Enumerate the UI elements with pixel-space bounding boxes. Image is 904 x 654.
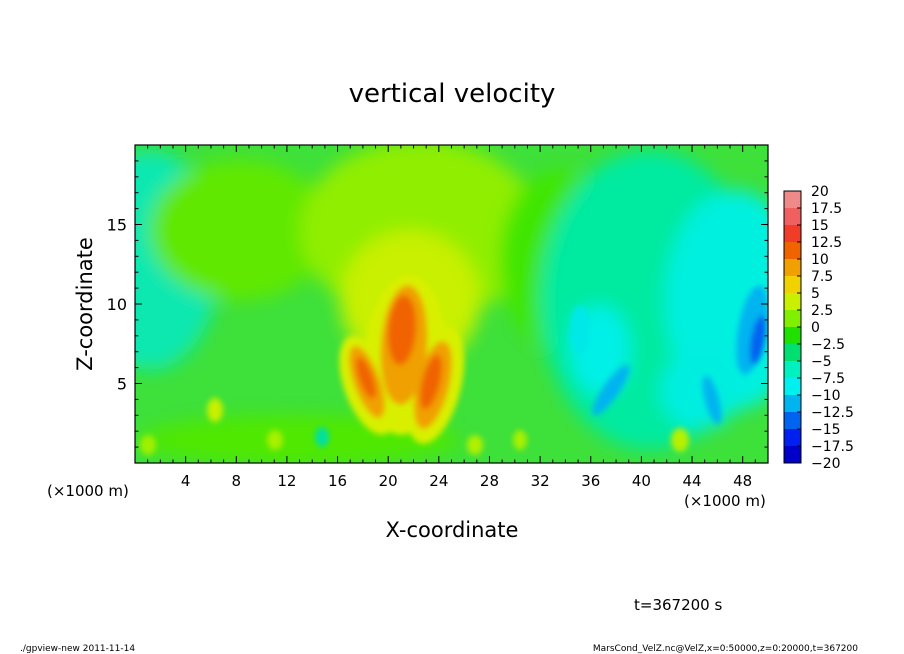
x-unit-right: (×1000 m) [684, 492, 766, 510]
colorbar-swatch [784, 412, 801, 430]
colorbar-label: 15 [811, 218, 829, 234]
colorbar-swatch [784, 344, 801, 362]
x-tick-label: 32 [531, 472, 550, 490]
colorbar-label: 10 [811, 252, 829, 268]
downdraft [592, 365, 630, 415]
colorbar-swatch [784, 276, 801, 294]
x-tick-label: 48 [733, 472, 752, 490]
plume-core [356, 357, 376, 399]
colorbar-label: −12.5 [811, 405, 854, 421]
colorbar-label: 12.5 [811, 235, 842, 251]
downdraft [702, 375, 722, 425]
colorbar-label: −20 [811, 456, 841, 472]
colorbar-swatch [784, 259, 801, 277]
y-tick-label: 5 [117, 375, 127, 394]
x-axis-label: X-coordinate [386, 518, 519, 542]
x-tick-label: 12 [277, 472, 296, 490]
colorbar-swatch [784, 191, 801, 209]
x-tick-label: 44 [682, 472, 701, 490]
footer-left: ./gpview-new 2011-11-14 [20, 644, 135, 654]
colorbar-swatch [784, 378, 801, 396]
colorbar-label: 2.5 [811, 303, 833, 319]
colorbar-swatch [784, 361, 801, 379]
colorbar-label: −2.5 [811, 337, 845, 353]
colorbar-swatch [784, 208, 801, 226]
colorbar-swatch [784, 395, 801, 413]
downdraft [570, 305, 590, 355]
colorbar-swatch [784, 429, 801, 447]
colorbar-label: 0 [811, 320, 820, 336]
surface-cell [467, 435, 483, 455]
x-tick-label: 16 [328, 472, 347, 490]
x-unit-left: (×1000 m) [47, 482, 129, 500]
plume-core [419, 354, 443, 410]
y-tick-label: 10 [107, 295, 127, 314]
surface-cell [671, 428, 689, 452]
colorbar-label: 17.5 [811, 201, 842, 217]
colorbar: 2017.51512.5107.552.50−2.5−5−7.5−10−12.5… [783, 184, 854, 472]
y-axis-label: Z-coordinate [73, 237, 97, 371]
y-axis: 5 10 15 [107, 160, 768, 448]
x-axis: 4 8 12 16 20 24 28 32 36 40 44 48 [147, 145, 756, 490]
colorbar-swatch [784, 225, 801, 243]
x-tick-label: 8 [232, 472, 242, 490]
chart-title: vertical velocity [349, 79, 556, 109]
x-tick-label: 4 [181, 472, 191, 490]
field-shade [150, 160, 330, 300]
colorbar-swatch [784, 242, 801, 260]
x-tick-label: 36 [581, 472, 600, 490]
surface-cell [513, 430, 527, 450]
time-label: t=367200 s [634, 596, 722, 614]
footer-right: MarsCond_VelZ.nc@VelZ,x=0:50000,z=0:2000… [593, 644, 858, 654]
colorbar-label: −10 [811, 388, 841, 404]
x-tick-label: 28 [480, 472, 499, 490]
x-tick-label: 24 [429, 472, 448, 490]
heatmap-field [135, 145, 768, 463]
colorbar-label: 20 [811, 184, 829, 200]
surface-cell [315, 427, 329, 447]
colorbar-label: −5 [811, 354, 832, 370]
x-tick-label: 40 [632, 472, 651, 490]
colorbar-label: −7.5 [811, 371, 845, 387]
colorbar-label: 7.5 [811, 269, 833, 285]
colorbar-label: −17.5 [811, 439, 854, 455]
colorbar-label: −15 [811, 422, 841, 438]
y-tick-label: 15 [107, 216, 127, 235]
colorbar-swatch [784, 293, 801, 311]
field-shade [660, 350, 740, 430]
colorbar-swatch [784, 327, 801, 345]
colorbar-swatch [784, 310, 801, 328]
plume-core [387, 295, 417, 365]
surface-cell [207, 398, 223, 422]
x-tick-label: 20 [379, 472, 398, 490]
surface-cell [140, 435, 156, 455]
surface-cell [267, 430, 283, 450]
colorbar-label: 5 [811, 286, 820, 302]
downdraft [749, 315, 767, 365]
colorbar-swatch [784, 446, 801, 464]
